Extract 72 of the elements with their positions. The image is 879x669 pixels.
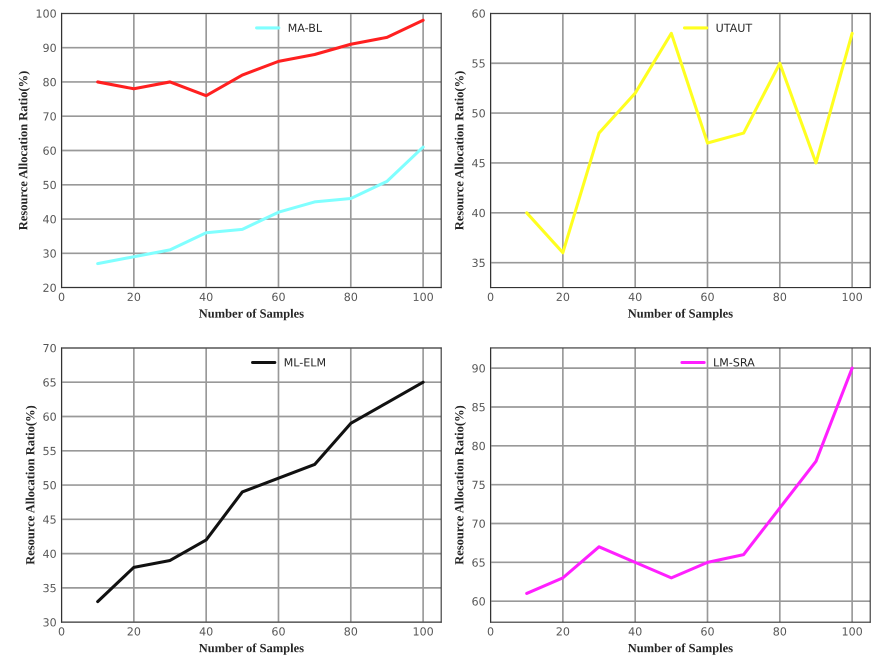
line-series	[96, 146, 425, 266]
line-series	[525, 32, 854, 254]
legend-label: UTAUT	[716, 24, 752, 32]
x-tick-label: 100	[414, 627, 433, 636]
y-tick-label: 75	[472, 480, 485, 490]
x-tick-label: 60	[272, 292, 285, 302]
y-tick-label: 70	[472, 519, 485, 528]
x-tick-label: 60	[701, 627, 714, 636]
x-tick-label: 100	[414, 292, 433, 302]
y-tick-label: 70	[43, 344, 56, 352]
y-tick-label: 40	[43, 550, 56, 558]
y-tick-label: 60	[472, 597, 485, 606]
y-tick-label: 50	[43, 481, 56, 490]
x-tick-label: 40	[200, 627, 212, 636]
legend-label: MA-BL	[288, 24, 322, 32]
legend-label: LM-SRA	[714, 358, 755, 367]
legend-label: ML-ELM	[284, 358, 325, 366]
y-tick-label: 80	[43, 78, 56, 86]
x-tick-label: 40	[628, 292, 642, 302]
x-tick-label: 80	[344, 292, 358, 302]
x-tick-label: 100	[842, 627, 862, 636]
y-tick-label: 55	[472, 59, 485, 68]
y-tick-label: 35	[43, 584, 56, 592]
y-tick-label: 65	[43, 378, 56, 387]
line-series	[96, 18, 425, 98]
y-tick-label: 35	[472, 258, 485, 268]
x-tick-label: 100	[842, 292, 862, 302]
y-axis-title: Resource Allocation Ratio(%)	[454, 71, 466, 230]
y-axis-title: Resource Allocation Ratio(%)	[18, 71, 30, 230]
y-axis-title: Resource Allocation Ratio(%)	[454, 406, 466, 565]
line-series	[525, 366, 854, 595]
x-axis-title: Number of Samples	[198, 308, 304, 320]
y-tick-label: 45	[43, 515, 56, 524]
y-tick-label: 40	[472, 208, 485, 218]
y-tick-label: 50	[43, 180, 56, 190]
x-tick-label: 80	[774, 627, 786, 636]
y-tick-label: 60	[43, 412, 56, 421]
x-tick-label: 60	[701, 292, 714, 302]
y-tick-label: 90	[43, 44, 56, 52]
x-tick-label: 60	[272, 627, 285, 636]
x-tick-label: 20	[556, 292, 570, 302]
x-axis-title: Number of Samples	[628, 308, 733, 320]
y-tick-label: 40	[43, 215, 56, 224]
y-tick-label: 20	[43, 284, 56, 292]
x-tick-label: 20	[556, 627, 570, 636]
y-axis-title: Resource Allocation Ratio(%)	[26, 406, 37, 565]
y-tick-label: 100	[36, 9, 56, 18]
y-tick-label: 70	[43, 112, 56, 121]
y-tick-label: 80	[472, 442, 485, 450]
x-tick-label: 0	[58, 627, 64, 636]
x-tick-label: 0	[58, 292, 64, 302]
y-tick-label: 30	[43, 249, 56, 258]
y-tick-label: 60	[43, 146, 56, 155]
x-axis-title: Number of Samples	[628, 643, 733, 655]
y-tick-label: 65	[472, 558, 485, 567]
y-tick-label: 50	[472, 109, 485, 118]
y-tick-label: 90	[472, 364, 485, 373]
x-tick-label: 80	[774, 292, 786, 302]
y-tick-label: 85	[472, 402, 485, 412]
y-tick-label: 55	[43, 446, 56, 456]
x-tick-label: 80	[344, 627, 358, 636]
x-tick-label: 0	[488, 627, 494, 636]
x-axis-title: Number of Samples	[198, 643, 304, 655]
x-tick-label: 0	[488, 292, 494, 302]
x-tick-label: 20	[128, 627, 140, 636]
y-tick-label: 30	[43, 618, 56, 627]
x-tick-label: 20	[128, 292, 140, 302]
line-series	[96, 380, 425, 604]
x-tick-label: 40	[628, 627, 642, 636]
y-tick-label: 60	[472, 9, 485, 18]
x-tick-label: 40	[200, 292, 212, 302]
y-tick-label: 45	[472, 159, 485, 168]
